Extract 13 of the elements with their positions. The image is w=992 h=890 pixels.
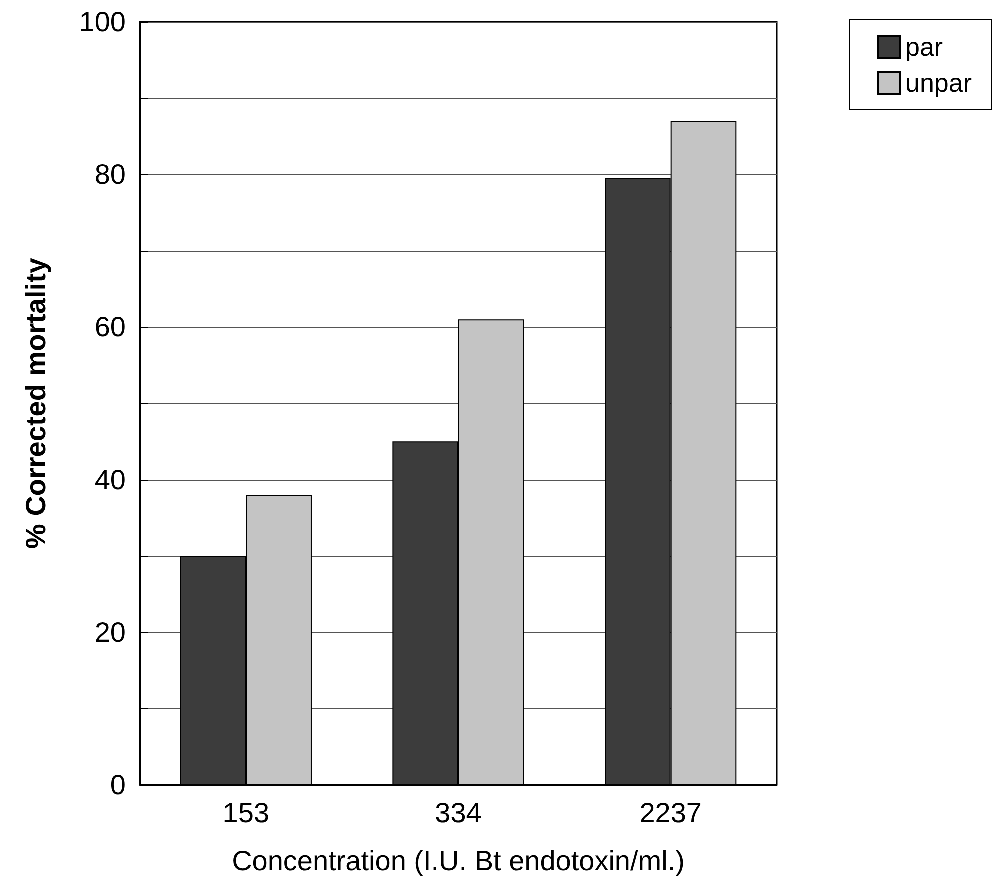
x-tick-label: 334 bbox=[435, 798, 482, 828]
y-tick-label: 0 bbox=[110, 770, 126, 800]
y-tick-label: 80 bbox=[94, 159, 126, 190]
y-tick-label: 60 bbox=[94, 312, 126, 343]
x-tick-label: 2237 bbox=[640, 798, 702, 828]
y-tick-label: 20 bbox=[94, 616, 126, 648]
legend-label: unpar bbox=[906, 68, 972, 98]
x-tick-label: 153 bbox=[222, 798, 270, 828]
y-tick-label: 40 bbox=[94, 464, 126, 496]
x-axis-title: Concentration (I.U. Bt endotoxin/ml.) bbox=[232, 846, 685, 876]
y-axis-title: % Corrected mortality bbox=[20, 258, 52, 549]
y-tick-label: 100 bbox=[79, 6, 126, 38]
legend-label: par bbox=[906, 32, 944, 62]
